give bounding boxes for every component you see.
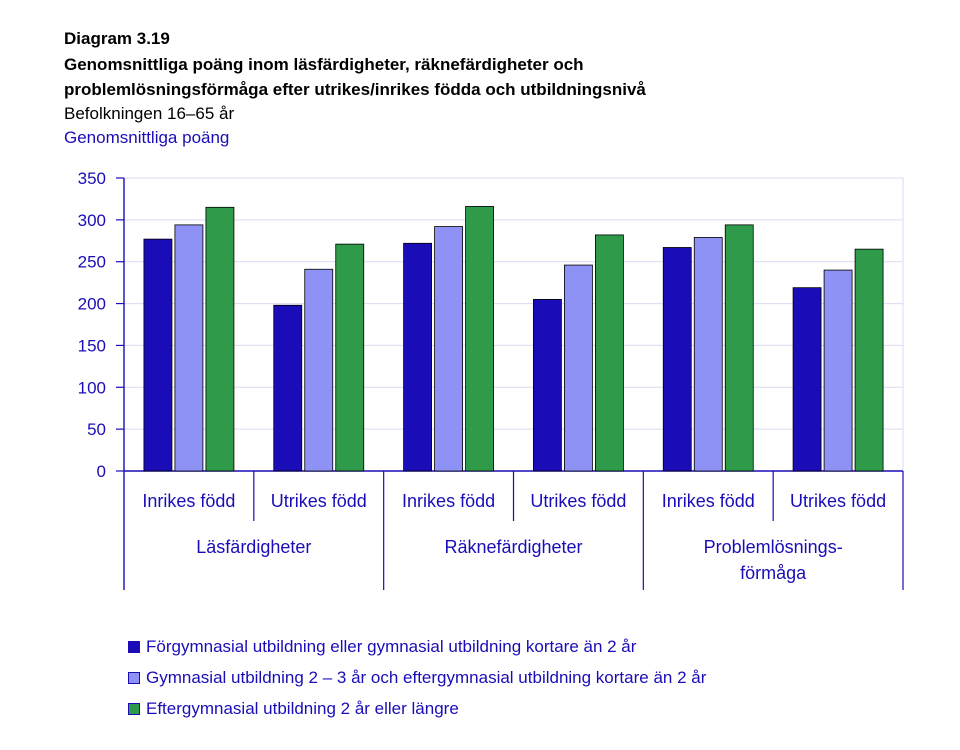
y-tick-label: 150 [78, 336, 106, 355]
chart-title-line-2: problemlösningsförmåga efter utrikes/inr… [64, 80, 646, 99]
legend-label-series-2: Gymnasial utbildning 2 – 3 år och efterg… [146, 667, 707, 687]
legend-swatch-series-1 [128, 640, 140, 653]
y-tick-label: 250 [78, 253, 106, 272]
legend-item: Eftergymnasial utbildning 2 år eller län… [128, 693, 928, 724]
bar-series-3 [854, 248, 884, 472]
bar-series-1 [143, 238, 173, 472]
y-tick-label: 0 [97, 462, 106, 481]
legend-item: Förgymnasial utbildning eller gymnasial … [128, 631, 928, 662]
x-group-label: Problemlösnings- [704, 537, 843, 557]
y-axis-label: Genomsnittliga poäng [64, 128, 230, 147]
x-category-label: Inrikes född [402, 491, 495, 511]
legend-swatch-series-2 [128, 671, 140, 684]
diagram-number: Diagram 3.19 [64, 29, 170, 48]
x-group-label: Räknefärdigheter [444, 537, 582, 557]
bar-series-3 [724, 224, 754, 472]
bar-series-1 [533, 298, 562, 472]
bar-series-2 [434, 226, 463, 472]
bar-series-1 [662, 247, 692, 472]
chart-legend: Förgymnasial utbildning eller gymnasial … [128, 631, 928, 724]
chart-header: Diagram 3.19 Genomsnittliga poäng inom l… [64, 26, 944, 150]
chart-subtitle: Befolkningen 16–65 år [64, 104, 235, 123]
x-group-label: förmåga [740, 563, 807, 583]
x-category-label: Inrikes född [662, 491, 755, 511]
bar-series-2 [564, 264, 593, 472]
x-category-label: Inrikes född [142, 491, 235, 511]
legend-swatch-series-3 [128, 702, 140, 715]
bar-series-2 [823, 269, 853, 472]
bar-series-2 [693, 237, 723, 472]
y-tick-label: 100 [78, 378, 106, 397]
bar-series-3 [595, 234, 624, 472]
legend-item: Gymnasial utbildning 2 – 3 år och efterg… [128, 662, 928, 693]
x-category-label: Utrikes född [271, 491, 367, 511]
bar-series-2 [174, 224, 204, 472]
bar-series-1 [403, 242, 432, 472]
bar-series-1 [792, 287, 822, 472]
bar-series-3 [205, 206, 235, 472]
chart-title-line-1: Genomsnittliga poäng inom läsfärdigheter… [64, 55, 584, 74]
bar-series-3 [465, 206, 494, 472]
y-tick-label: 350 [78, 169, 106, 188]
bar-series-2 [304, 268, 334, 472]
y-tick-label: 200 [78, 295, 106, 314]
x-category-label: Utrikes född [530, 491, 626, 511]
bar-series-3 [335, 243, 365, 472]
y-tick-label: 300 [78, 211, 106, 230]
legend-label-series-3: Eftergymnasial utbildning 2 år eller län… [146, 698, 459, 718]
legend-label-series-1: Förgymnasial utbildning eller gymnasial … [146, 636, 637, 656]
bar-chart: 0 50 100 150 200 250 300 350 Inrikes född Utrikes… [78, 169, 904, 590]
y-tick-label: 50 [87, 420, 106, 439]
x-category-label: Utrikes född [790, 491, 886, 511]
bar-series-1 [273, 304, 303, 472]
plot-frame [123, 177, 904, 472]
x-group-label: Läsfärdigheter [196, 537, 311, 557]
